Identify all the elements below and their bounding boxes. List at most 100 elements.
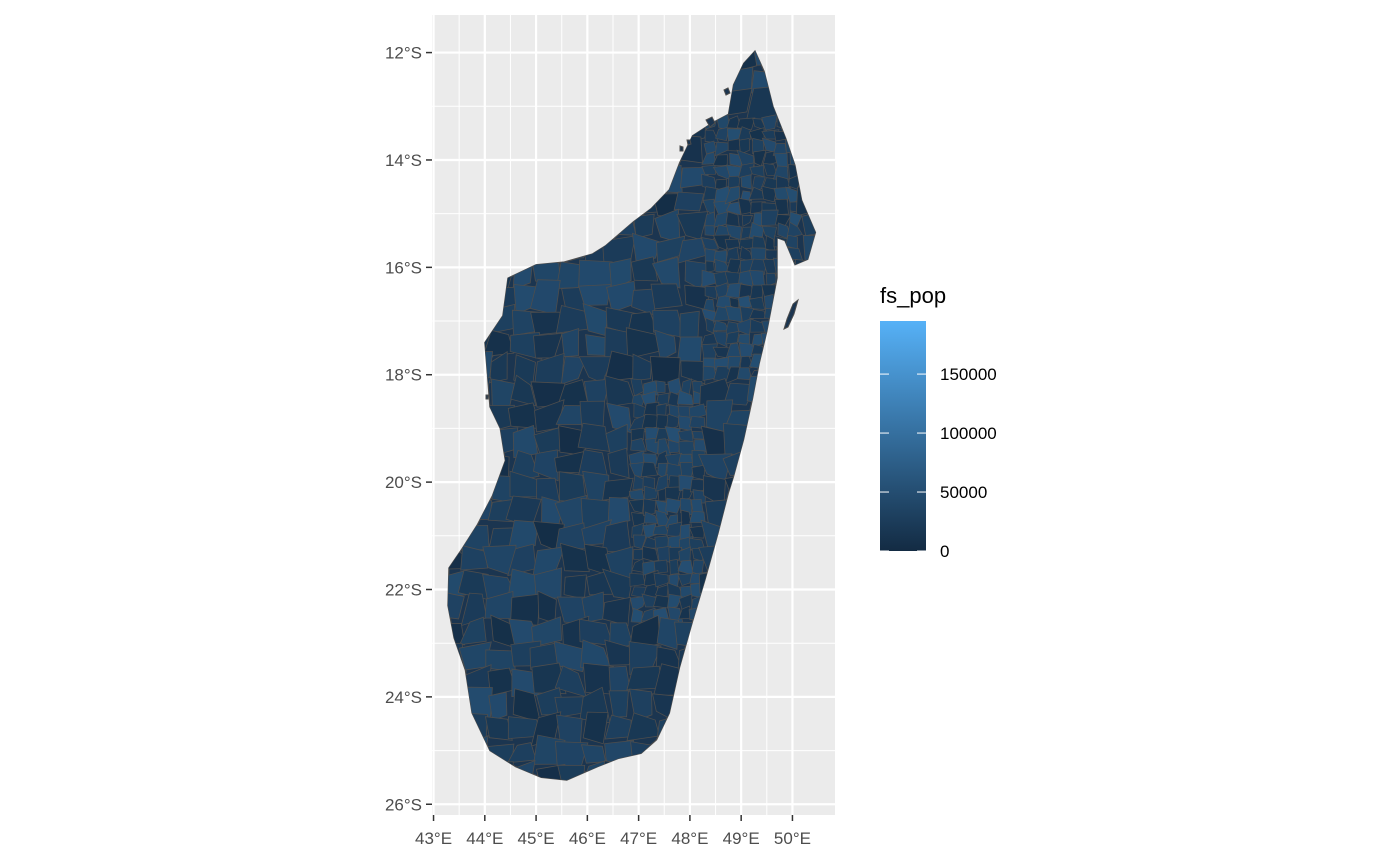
district-polygon xyxy=(482,329,515,358)
x-tick-label: 45°E xyxy=(518,829,555,848)
district-polygon xyxy=(673,191,705,212)
district-polygon xyxy=(605,423,628,456)
district-polygon xyxy=(643,485,659,501)
legend-breaks: 0 50000 100000 150000 xyxy=(880,365,997,561)
y-tick-label: 26°S xyxy=(385,795,422,814)
district-polygon xyxy=(629,572,646,587)
district-polygon xyxy=(704,286,718,300)
legend-break-label: 150000 xyxy=(940,365,997,384)
district-polygon xyxy=(712,234,731,251)
district-polygon xyxy=(601,520,632,553)
district-polygon xyxy=(563,574,587,600)
district-polygon xyxy=(748,221,765,239)
district-polygon xyxy=(667,593,683,609)
x-tick-label: 48°E xyxy=(671,829,708,848)
district-polygon xyxy=(712,331,728,348)
district-polygon xyxy=(669,558,680,575)
district-polygon xyxy=(578,284,612,306)
y-tick-label: 18°S xyxy=(385,366,422,385)
x-tick-label: 43°E xyxy=(415,829,452,848)
district-polygon xyxy=(653,594,670,609)
district-polygon xyxy=(727,175,741,189)
district-polygon xyxy=(602,596,631,627)
district-polygon xyxy=(607,496,631,527)
district-polygon xyxy=(582,711,609,745)
district-polygon xyxy=(488,691,508,722)
y-tick-label: 20°S xyxy=(385,473,422,492)
district-polygon xyxy=(736,367,753,381)
district-polygon xyxy=(679,310,700,339)
district-polygon xyxy=(740,174,752,190)
district-polygon xyxy=(785,234,798,250)
district-polygon xyxy=(604,639,638,666)
y-tick-label: 24°S xyxy=(385,688,422,707)
islets xyxy=(485,87,799,400)
district-polygon xyxy=(676,336,703,363)
district-polygon xyxy=(676,389,694,406)
district-polygon xyxy=(738,138,750,155)
map-axes: 12°S 14°S 16°S 18°S 20°S 22°S 24°S 26°S 43°E 44°E… xyxy=(385,44,811,848)
district-polygon xyxy=(724,238,741,250)
district-polygon xyxy=(700,237,720,251)
district-polygon xyxy=(510,374,537,407)
district-polygon xyxy=(749,284,763,300)
district-polygon xyxy=(705,260,715,273)
sainte-marie-island xyxy=(783,298,799,330)
district-polygon xyxy=(632,353,652,382)
district-polygon xyxy=(447,592,465,620)
district-polygon xyxy=(633,213,655,239)
district-polygon xyxy=(751,333,764,347)
legend-title: fs_pop xyxy=(880,283,946,308)
district-polygon xyxy=(631,232,661,262)
district-polygon xyxy=(653,559,669,574)
district-polygon xyxy=(630,427,645,442)
district-polygon xyxy=(666,413,680,430)
y-tick-label: 12°S xyxy=(385,44,422,63)
district-polygon xyxy=(629,595,647,613)
district-polygon xyxy=(485,716,513,741)
x-tick-label: 47°E xyxy=(620,829,657,848)
district-polygon xyxy=(560,542,590,573)
district-polygon xyxy=(741,215,754,227)
district-polygon xyxy=(641,593,658,608)
district-polygon xyxy=(786,221,803,239)
district-polygon xyxy=(460,545,489,571)
legend-colorbar xyxy=(880,321,926,551)
district-polygon xyxy=(628,499,645,514)
district-polygon xyxy=(533,449,559,482)
district-polygon xyxy=(729,152,743,167)
district-polygon xyxy=(656,617,679,650)
district-polygon xyxy=(602,477,634,501)
western-islet xyxy=(485,394,489,400)
district-polygon xyxy=(761,185,777,203)
district-polygon xyxy=(651,256,681,289)
district-polygon xyxy=(640,461,659,478)
district-polygon xyxy=(654,499,669,516)
district-polygon xyxy=(655,380,666,394)
district-polygon xyxy=(724,366,742,385)
district-polygon xyxy=(607,447,630,479)
district-polygon xyxy=(738,342,756,360)
district-polygon xyxy=(702,299,715,312)
district-polygon xyxy=(668,546,683,563)
legend-break-label: 0 xyxy=(940,542,949,561)
district-polygon xyxy=(577,422,610,452)
x-tick-label: 50°E xyxy=(774,829,811,848)
legend-break-label: 100000 xyxy=(940,424,997,443)
district-polygon xyxy=(667,439,682,454)
district-polygon xyxy=(535,763,566,781)
district-polygon xyxy=(680,360,706,385)
y-tick-label: 22°S xyxy=(385,580,422,599)
northern-islets xyxy=(679,87,731,152)
district-polygon xyxy=(553,641,588,673)
x-tick-label: 49°E xyxy=(723,829,760,848)
district-polygon xyxy=(654,329,677,362)
district-polygon xyxy=(630,437,647,452)
y-tick-label: 16°S xyxy=(385,258,422,277)
district-polygon xyxy=(752,118,768,132)
district-polygon xyxy=(650,283,683,310)
district-polygon xyxy=(655,392,670,407)
district-polygon xyxy=(701,164,717,175)
district-polygon xyxy=(727,138,741,152)
